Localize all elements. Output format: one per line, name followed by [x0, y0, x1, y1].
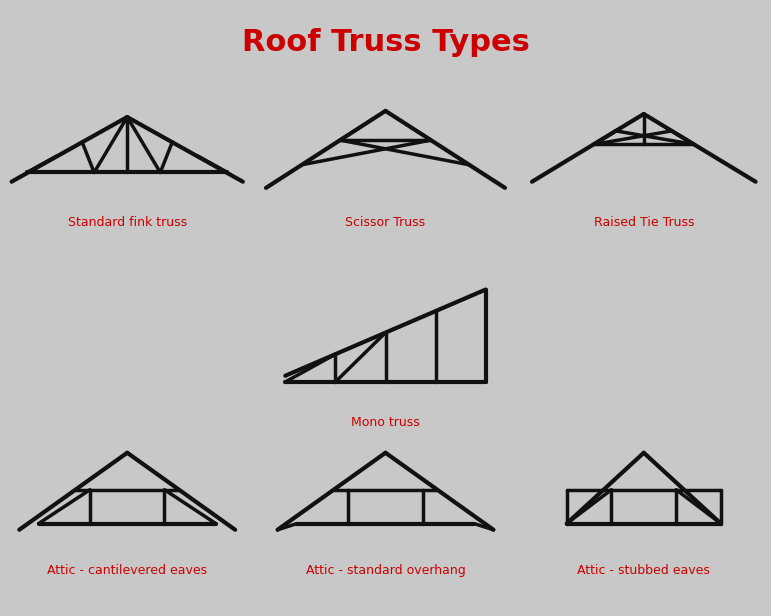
Text: Attic - stubbed eaves: Attic - stubbed eaves: [577, 564, 710, 577]
Text: Attic - cantilevered eaves: Attic - cantilevered eaves: [47, 564, 207, 577]
Text: Standard fink truss: Standard fink truss: [68, 216, 187, 229]
Text: Attic - standard overhang: Attic - standard overhang: [305, 564, 466, 577]
Text: Scissor Truss: Scissor Truss: [345, 216, 426, 229]
Text: Raised Tie Truss: Raised Tie Truss: [594, 216, 694, 229]
Text: Roof Truss Types: Roof Truss Types: [241, 28, 530, 57]
Text: Mono truss: Mono truss: [351, 416, 420, 429]
